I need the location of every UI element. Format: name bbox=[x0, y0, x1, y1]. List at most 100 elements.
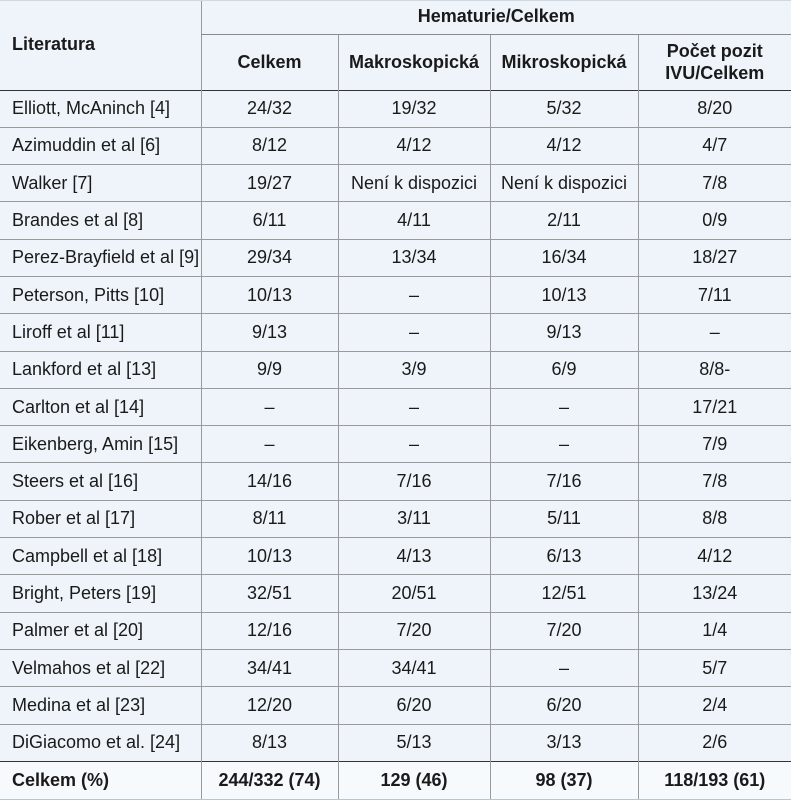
cell-pocet: 8/20 bbox=[637, 90, 791, 128]
cell-literatura: Brandes et al [8] bbox=[0, 201, 201, 240]
header-columns-row: Literatura Celkem Makroskopická Mikrosko… bbox=[0, 34, 791, 90]
table-row: Velmahos et al [22] 34/41 34/41–5/7 bbox=[0, 649, 791, 688]
cell-pocet: 8/8- bbox=[637, 351, 791, 389]
cell-literatura: DiGiacomo et al. [24] bbox=[12, 732, 181, 753]
cell-mikroskopicka: 7/16 bbox=[489, 462, 638, 501]
cell-mikroskopicka: 6/9 bbox=[489, 351, 638, 389]
header-pocet-line2: IVU/Celkem bbox=[665, 63, 765, 83]
cell-makroskopicka: – bbox=[337, 425, 490, 464]
cell-celkem: – bbox=[200, 388, 338, 427]
table-body: Elliott, McAninch [4] 24/32 19/32 5/32 8/20 A… bbox=[0, 90, 791, 762]
cell-mikroskopicka: 5/32 bbox=[489, 90, 638, 128]
table-row: Campbell et al [18] 10/13 4/13 6/13 4/12 bbox=[0, 537, 791, 576]
cell-makroskopicka: – bbox=[337, 276, 490, 315]
cell-celkem: 19/27 bbox=[200, 164, 338, 203]
cell-makroskopicka: – bbox=[337, 388, 490, 427]
table-row: Elliott, McAninch [4] 24/32 19/32 5/32 8/20 bbox=[0, 90, 791, 128]
cell-literatura: Campbell et al [18] bbox=[0, 537, 201, 576]
cell-makroskopicka: 7/20 bbox=[337, 612, 490, 650]
cell-literatura: Velmahos et al [22] bbox=[0, 649, 201, 688]
cell-mikroskopicka: 4/12 bbox=[489, 127, 638, 166]
cell-pocet: – bbox=[637, 313, 791, 352]
table-row: Brandes et al [8] 6/11 4/11 2/11 0/9 bbox=[0, 201, 791, 240]
header-makroskopicka: Makroskopická bbox=[337, 34, 490, 90]
cell-makroskopicka: 6/20 bbox=[337, 686, 490, 725]
footer-label: Celkem (%) bbox=[0, 760, 201, 800]
cell-celkem: 10/13 bbox=[200, 537, 338, 576]
cell-celkem: 29/34 bbox=[200, 239, 338, 277]
cell-mikroskopicka: 6/13 bbox=[489, 537, 638, 576]
header-celkem: Celkem bbox=[200, 34, 338, 90]
table-row: Rober et al [17] 8/11 3/11 5/11 8/8 bbox=[0, 500, 791, 539]
table-row: DiGiacomo et al. [24] 8/13 5/13 3/13 2/6 bbox=[0, 724, 791, 762]
cell-literatura: Peterson, Pitts [10] bbox=[0, 276, 201, 315]
cell-literatura: Bright, Peters [19] bbox=[0, 574, 201, 613]
table-row: Perez-Brayfield et al [9] 29/34 13/34 16/34… bbox=[0, 239, 791, 277]
cell-pocet: 5/7 bbox=[637, 649, 791, 688]
cell-celkem: 34/41 bbox=[200, 649, 338, 688]
cell-makroskopicka: 13/34 bbox=[337, 239, 490, 277]
cell-literatura: Lankford et al [13] bbox=[0, 351, 201, 389]
cell-celkem: – bbox=[200, 425, 338, 464]
cell-pocet: 7/8 bbox=[637, 462, 791, 501]
cell-literatura: Rober et al [17] bbox=[0, 500, 201, 539]
cell-celkem: 14/16 bbox=[200, 462, 338, 501]
cell-makroskopicka: 3/11 bbox=[337, 500, 490, 539]
cell-celkem: 12/16 bbox=[200, 612, 338, 650]
cell-mikroskopicka: – bbox=[489, 649, 638, 688]
cell-pocet: 2/6 bbox=[637, 724, 791, 762]
cell-mikroskopicka: 9/13 bbox=[489, 313, 638, 352]
cell-makroskopicka: 7/16 bbox=[337, 462, 490, 501]
cell-celkem: 8/11 bbox=[200, 500, 338, 539]
cell-makroskopicka: 20/51 bbox=[337, 574, 490, 613]
table-row: Liroff et al [11] 9/13–9/13– bbox=[0, 313, 791, 352]
cell-celkem: 32/51 bbox=[200, 574, 338, 613]
cell-pocet: 4/12 bbox=[637, 537, 791, 576]
table-row: Eikenberg, Amin [15] – – –7/9 bbox=[0, 425, 791, 464]
cell-makroskopicka: Není k dispozici bbox=[337, 164, 490, 203]
footer-makroskopicka: 129 (46) bbox=[337, 760, 490, 800]
cell-pocet: 0/9 bbox=[637, 201, 791, 240]
cell-makroskopicka: 3/9 bbox=[337, 351, 490, 389]
cell-pocet: 7/8 bbox=[637, 164, 791, 203]
cell-mikroskopicka: Není k dispozici bbox=[489, 164, 638, 203]
cell-pocet: 4/7 bbox=[637, 127, 791, 166]
cell-literatura: Perez-Brayfield et al [9] bbox=[0, 239, 201, 277]
cell-pocet: 8/8 bbox=[637, 500, 791, 539]
footer-total-row: Celkem (%) 244/332 (74) 129 (46) 98 (37)… bbox=[0, 760, 791, 800]
cell-literatura: Azimuddin et al [6] bbox=[0, 127, 201, 166]
cell-mikroskopicka: – bbox=[489, 425, 638, 464]
top-rule bbox=[0, 0, 791, 1]
cell-mikroskopicka: 16/34 bbox=[489, 239, 638, 277]
header-literatura: Literatura bbox=[12, 33, 96, 54]
header-group-title: Hematurie/Celkem bbox=[200, 0, 791, 35]
cell-celkem: 8/13 bbox=[200, 724, 338, 762]
cell-literatura: Medina et al [23] bbox=[0, 686, 201, 725]
cell-mikroskopicka: 5/11 bbox=[489, 500, 638, 539]
table-footer: Celkem (%) 244/332 (74) 129 (46) 98 (37)… bbox=[0, 760, 791, 800]
cell-mikroskopicka: 2/11 bbox=[489, 201, 638, 240]
header-mikroskopicka: Mikroskopická bbox=[489, 34, 638, 90]
cell-makroskopicka: 4/11 bbox=[337, 201, 490, 240]
cell-literatura: Palmer et al [20] bbox=[0, 612, 201, 650]
cell-mikroskopicka: – bbox=[489, 388, 638, 427]
cell-mikroskopicka: 10/13 bbox=[489, 276, 638, 315]
cell-mikroskopicka: 6/20 bbox=[489, 686, 638, 725]
table-row: Steers et al [16] 14/16 7/16 7/16 7/8 bbox=[0, 462, 791, 501]
table-row: Peterson, Pitts [10] 10/13–10/13 7/11 bbox=[0, 276, 791, 315]
cell-literatura: Eikenberg, Amin [15] bbox=[0, 425, 201, 464]
table-row: Palmer et al [20] 12/16 7/20 7/20 1/4 bbox=[0, 612, 791, 650]
cell-celkem: 8/12 bbox=[200, 127, 338, 166]
cell-literatura: Steers et al [16] bbox=[0, 462, 201, 501]
cell-literatura: Elliott, McAninch [4] bbox=[0, 90, 201, 128]
cell-celkem: 10/13 bbox=[200, 276, 338, 315]
cell-pocet: 18/27 bbox=[637, 239, 791, 277]
cell-makroskopicka: 19/32 bbox=[337, 90, 490, 128]
cell-makroskopicka: 5/13 bbox=[337, 724, 490, 762]
cell-celkem: 6/11 bbox=[200, 201, 338, 240]
footer-pocet: 118/193 (61) bbox=[637, 760, 791, 800]
cell-pocet: 7/9 bbox=[637, 425, 791, 464]
cell-makroskopicka: – bbox=[337, 313, 490, 352]
cell-celkem: 24/32 bbox=[200, 90, 338, 128]
